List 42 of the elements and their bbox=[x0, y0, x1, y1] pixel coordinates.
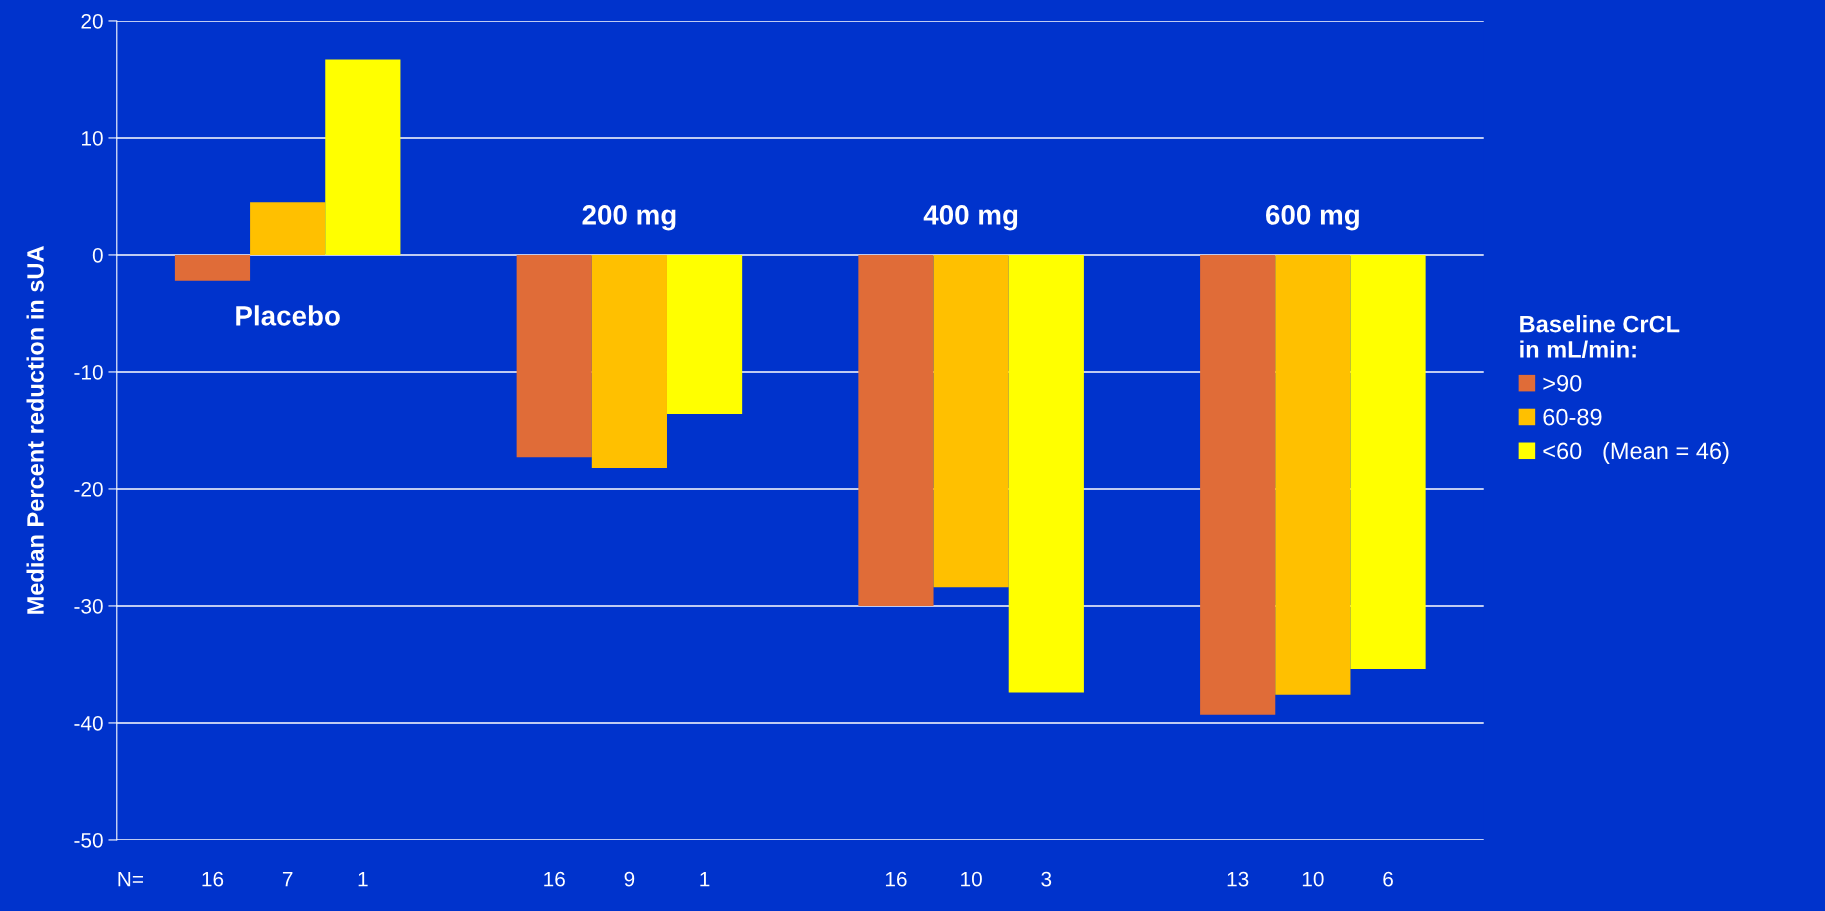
bar bbox=[591, 254, 667, 468]
text: 6 bbox=[1383, 871, 1393, 887]
bar bbox=[174, 254, 251, 281]
y-tick-label: 20 bbox=[81, 13, 103, 29]
y-tick-label: -30 bbox=[74, 598, 103, 614]
text: 10 bbox=[1302, 871, 1324, 887]
text: 13 bbox=[1227, 871, 1249, 887]
bar bbox=[325, 59, 401, 255]
y-tick-label: -10 bbox=[74, 364, 103, 380]
y-tick-label: -40 bbox=[74, 715, 103, 731]
y-tick-label: 0 bbox=[92, 247, 103, 263]
text: 16 bbox=[885, 871, 907, 887]
text: 7 bbox=[282, 871, 293, 887]
text: N= bbox=[118, 871, 143, 887]
legend-label: 60-89 bbox=[1543, 408, 1602, 426]
bar bbox=[1008, 254, 1084, 693]
legend-label: <60 (Mean = 46) bbox=[1543, 441, 1729, 464]
bar bbox=[1275, 254, 1351, 695]
legend-title: Baseline CrCL in mL/min: bbox=[1520, 315, 1680, 359]
y-tick-label: -50 bbox=[74, 832, 103, 848]
bar bbox=[1350, 254, 1426, 670]
y-tick-label: -20 bbox=[74, 481, 103, 497]
text: 9 bbox=[624, 871, 635, 887]
text: 16 bbox=[544, 871, 565, 887]
text: 10 bbox=[961, 871, 982, 887]
x-tick-label: 400 mg bbox=[923, 205, 1018, 231]
text: 3 bbox=[1041, 871, 1052, 887]
x-tick-label: Placebo bbox=[236, 305, 340, 326]
y-axis-title: Median Percent reduction in sUA bbox=[26, 246, 44, 614]
bar bbox=[666, 254, 743, 415]
bar bbox=[1200, 254, 1276, 715]
text: 16 bbox=[202, 871, 224, 887]
bar bbox=[858, 254, 934, 606]
bar bbox=[250, 202, 326, 255]
x-tick-label: 600 mg bbox=[1266, 205, 1359, 231]
text: 1 bbox=[700, 871, 710, 887]
y-tick-label: 10 bbox=[82, 130, 103, 146]
bar bbox=[933, 254, 1009, 588]
legend-label: >90 bbox=[1543, 374, 1582, 392]
text: 1 bbox=[358, 871, 368, 887]
x-tick-label: 200 mg bbox=[582, 205, 676, 231]
bar bbox=[516, 254, 592, 458]
